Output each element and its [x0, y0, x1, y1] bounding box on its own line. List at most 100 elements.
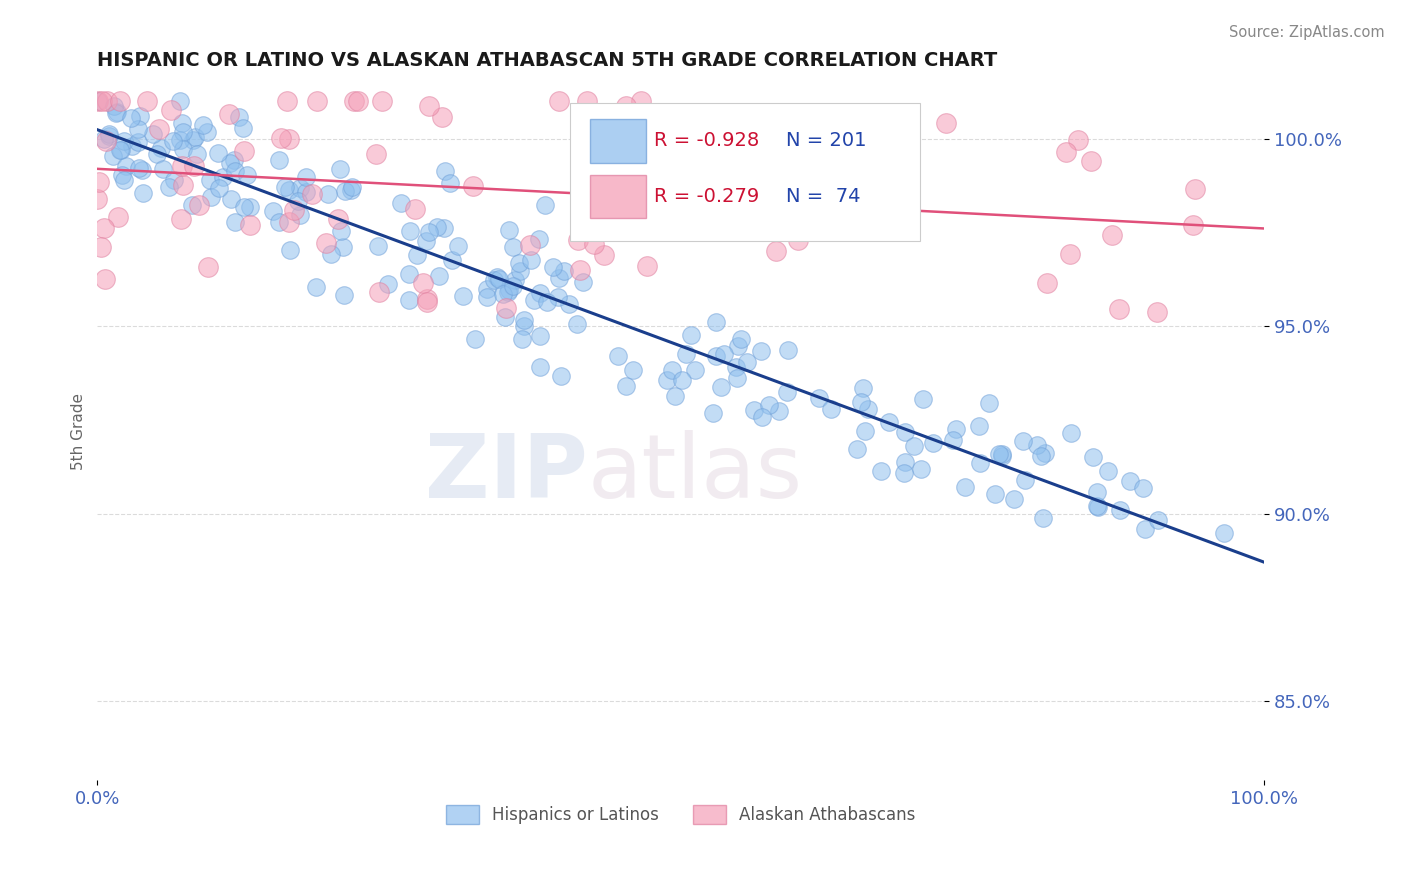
Point — [550, 368, 572, 383]
Point — [482, 273, 505, 287]
Point — [371, 94, 394, 108]
Point — [776, 384, 799, 399]
Point — [922, 435, 945, 450]
Point — [1026, 438, 1049, 452]
Point — [1059, 246, 1081, 260]
Point — [533, 198, 555, 212]
Point — [107, 210, 129, 224]
Point — [1109, 503, 1132, 517]
Point — [181, 133, 204, 147]
Point — [112, 134, 135, 148]
Text: N =  74: N = 74 — [786, 187, 860, 206]
Point — [702, 406, 724, 420]
Point — [991, 447, 1014, 461]
Point — [183, 159, 205, 173]
Point — [565, 317, 588, 331]
Point — [127, 122, 149, 136]
Point — [86, 192, 108, 206]
Point — [683, 363, 706, 377]
Point — [553, 264, 575, 278]
Point — [128, 161, 150, 175]
Point — [1097, 464, 1119, 478]
Point — [105, 104, 128, 119]
Point — [132, 186, 155, 201]
Point — [89, 175, 111, 189]
Point — [548, 94, 571, 108]
Point — [969, 456, 991, 470]
Point — [529, 328, 551, 343]
Point — [942, 433, 965, 447]
Point — [558, 297, 581, 311]
Point — [160, 103, 183, 117]
Point — [636, 259, 658, 273]
Point — [198, 172, 221, 186]
Point — [727, 339, 749, 353]
Point — [988, 447, 1011, 461]
Point — [121, 138, 143, 153]
Point — [433, 163, 456, 178]
Point — [984, 487, 1007, 501]
Point — [735, 355, 758, 369]
Point — [200, 190, 222, 204]
Point — [366, 147, 388, 161]
Point — [1036, 276, 1059, 290]
Point — [1101, 227, 1123, 242]
Point — [418, 98, 440, 112]
Point — [276, 94, 298, 108]
Point — [188, 198, 211, 212]
Point — [820, 401, 842, 416]
Point — [170, 159, 193, 173]
Point — [127, 136, 149, 150]
Point — [180, 198, 202, 212]
Point — [461, 178, 484, 193]
Point — [238, 200, 260, 214]
Point — [846, 442, 869, 456]
Point — [509, 263, 531, 277]
Text: HISPANIC OR LATINO VS ALASKAN ATHABASCAN 5TH GRADE CORRELATION CHART: HISPANIC OR LATINO VS ALASKAN ATHABASCAN… — [97, 51, 998, 70]
Point — [451, 289, 474, 303]
Point — [969, 419, 991, 434]
Point — [529, 232, 551, 246]
Point — [267, 153, 290, 167]
Point — [1054, 145, 1077, 159]
Point — [142, 128, 165, 142]
Point — [1080, 154, 1102, 169]
Point — [232, 121, 254, 136]
Point — [94, 135, 117, 149]
Point — [593, 248, 616, 262]
Point — [582, 236, 605, 251]
Point — [412, 276, 434, 290]
Point — [513, 318, 536, 333]
Point — [135, 94, 157, 108]
Point — [305, 280, 328, 294]
Point — [111, 168, 134, 182]
FancyBboxPatch shape — [589, 120, 645, 162]
Text: ZIP: ZIP — [425, 430, 588, 516]
FancyBboxPatch shape — [589, 175, 645, 219]
Point — [377, 277, 399, 292]
Point — [713, 347, 735, 361]
Point — [103, 99, 125, 113]
Point — [415, 292, 437, 306]
Point — [1031, 449, 1053, 463]
Point — [433, 221, 456, 235]
Point — [305, 94, 328, 108]
Point — [495, 301, 517, 315]
Point — [503, 273, 526, 287]
Point — [404, 202, 426, 216]
Point — [621, 363, 644, 377]
Point — [464, 332, 486, 346]
Point — [98, 129, 121, 144]
Point — [301, 187, 323, 202]
Point — [195, 125, 218, 139]
Point — [368, 285, 391, 299]
Point — [90, 240, 112, 254]
Point — [912, 392, 935, 407]
Point — [94, 271, 117, 285]
Point — [979, 396, 1001, 410]
Point — [157, 180, 180, 194]
Point — [224, 214, 246, 228]
Point — [523, 293, 546, 307]
Point — [427, 268, 450, 283]
Point — [406, 248, 429, 262]
